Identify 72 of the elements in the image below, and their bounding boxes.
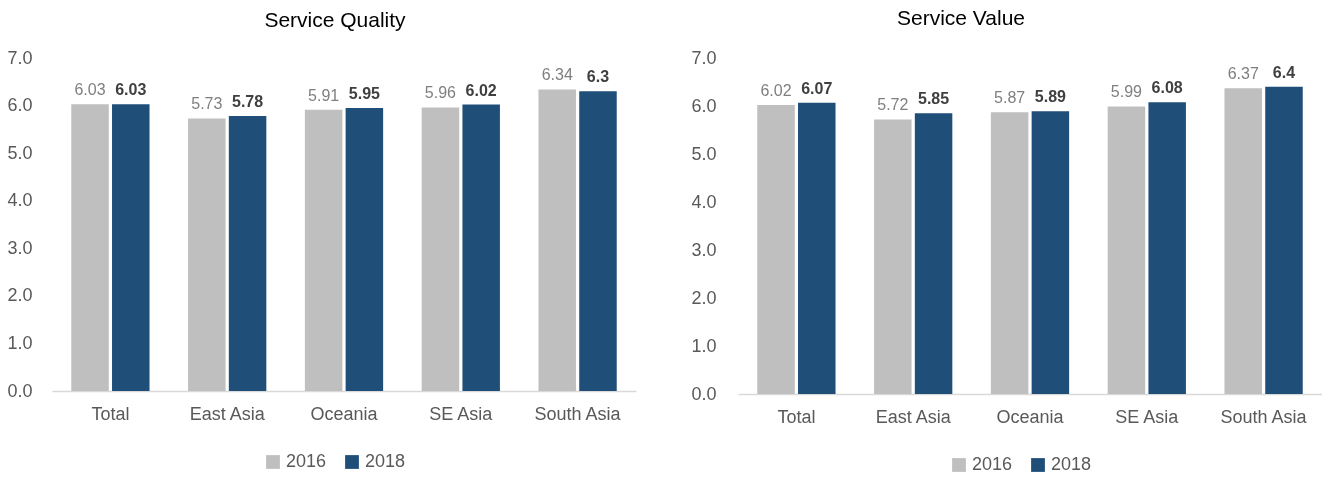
- data-label: 5.95: [348, 84, 381, 102]
- bar: [345, 107, 384, 391]
- y-tick-label: 5.0: [7, 142, 33, 163]
- y-tick-label: 0.0: [691, 383, 717, 404]
- x-tick-label: East Asia: [189, 403, 266, 424]
- bar: [798, 102, 836, 394]
- y-tick-label: 5.0: [691, 143, 717, 164]
- data-label: 5.73: [191, 95, 223, 113]
- data-label: 6.08: [1151, 79, 1183, 97]
- y-tick-label: 7.0: [691, 47, 717, 68]
- x-tick-label: Oceania: [310, 403, 379, 424]
- bar: [914, 113, 953, 394]
- y-tick-label: 1.0: [691, 335, 717, 356]
- legend-label: 2016: [972, 454, 1013, 474]
- bar: [188, 118, 226, 391]
- bar: [304, 109, 343, 391]
- bar: [228, 116, 267, 391]
- bar: [579, 91, 617, 391]
- bar: [1031, 111, 1070, 394]
- y-tick-label: 4.0: [7, 190, 33, 211]
- data-label: 5.87: [994, 89, 1026, 107]
- x-tick-label: SE Asia: [429, 403, 494, 424]
- data-label: 6.07: [801, 79, 833, 97]
- x-tick-label: Total: [91, 403, 130, 424]
- data-label: 5.72: [877, 96, 909, 114]
- y-tick-label: 4.0: [691, 191, 717, 212]
- y-tick-label: 3.0: [691, 239, 717, 260]
- data-label: 5.96: [424, 84, 457, 102]
- data-label: 6.37: [1227, 65, 1259, 83]
- chart-title: Service Quality: [264, 8, 407, 31]
- bar: [1265, 86, 1303, 394]
- data-label: 6.03: [74, 81, 106, 99]
- bar: [1148, 102, 1186, 394]
- chart-title: Service Value: [896, 6, 1026, 29]
- data-label: 5.85: [918, 90, 950, 108]
- legend-label: 2018: [1051, 454, 1092, 474]
- y-tick-label: 2.0: [7, 285, 33, 306]
- bar: [1224, 88, 1262, 394]
- y-tick-label: 3.0: [7, 237, 33, 258]
- y-tick-label: 1.0: [7, 332, 33, 353]
- bar: [874, 119, 912, 394]
- legend-label: 2016: [286, 451, 327, 471]
- legend-label: 2018: [365, 451, 406, 471]
- x-tick-label: Oceania: [996, 406, 1065, 427]
- x-tick-label: South Asia: [1220, 406, 1308, 427]
- data-label: 6.02: [760, 82, 792, 100]
- x-tick-label: SE Asia: [1115, 406, 1180, 427]
- bar: [71, 104, 109, 391]
- bar: [462, 104, 500, 391]
- data-label: 6.3: [586, 68, 610, 86]
- x-tick-label: South Asia: [534, 403, 622, 424]
- data-label: 5.89: [1034, 88, 1067, 106]
- bar: [421, 107, 460, 391]
- y-tick-label: 7.0: [7, 47, 33, 68]
- data-label: 6.34: [541, 66, 573, 84]
- bar: [990, 112, 1029, 394]
- data-label: 5.91: [308, 86, 340, 104]
- y-tick-label: 2.0: [691, 287, 717, 308]
- data-label: 5.99: [1110, 83, 1143, 101]
- y-tick-label: 6.0: [7, 95, 33, 116]
- bar: [538, 89, 576, 391]
- data-label: 6.03: [115, 81, 147, 99]
- data-label: 6.4: [1272, 63, 1296, 81]
- data-label: 6.02: [465, 81, 497, 99]
- x-tick-label: East Asia: [875, 406, 952, 427]
- bar: [1107, 106, 1146, 394]
- bar: [757, 105, 795, 394]
- bar: [112, 104, 150, 391]
- x-tick-label: Total: [777, 406, 816, 427]
- data-label: 5.78: [232, 93, 264, 111]
- y-tick-label: 6.0: [691, 95, 717, 116]
- y-tick-label: 0.0: [7, 380, 33, 401]
